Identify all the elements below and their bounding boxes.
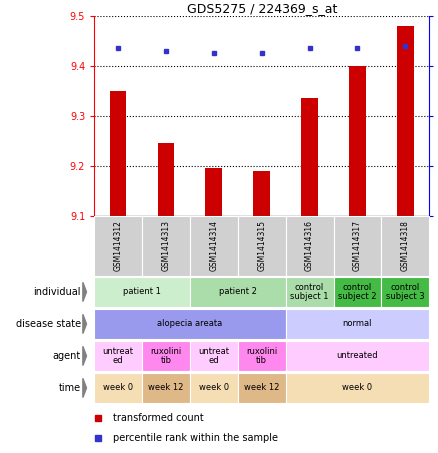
Text: GSM1414318: GSM1414318 — [401, 220, 410, 271]
Text: individual: individual — [33, 287, 81, 297]
Text: untreat
ed: untreat ed — [198, 347, 230, 365]
Text: GSM1414313: GSM1414313 — [162, 220, 170, 271]
Bar — [238, 373, 286, 403]
Text: week 12: week 12 — [244, 383, 279, 392]
Text: alopecia areata: alopecia areata — [157, 319, 223, 328]
Polygon shape — [83, 282, 86, 302]
Text: control
subject 1: control subject 1 — [290, 283, 329, 301]
Bar — [142, 341, 190, 371]
Bar — [110, 91, 127, 216]
Text: GSM1414315: GSM1414315 — [257, 220, 266, 271]
Text: week 0: week 0 — [103, 383, 133, 392]
Title: GDS5275 / 224369_s_at: GDS5275 / 224369_s_at — [187, 2, 337, 15]
Text: week 0: week 0 — [199, 383, 229, 392]
Text: untreated: untreated — [337, 352, 378, 361]
Bar — [381, 277, 429, 307]
Bar — [190, 373, 238, 403]
Bar — [286, 309, 429, 339]
Bar — [205, 169, 222, 216]
Bar — [333, 216, 381, 276]
Bar — [94, 309, 286, 339]
Text: percentile rank within the sample: percentile rank within the sample — [113, 434, 278, 443]
Bar — [190, 216, 238, 276]
Text: week 0: week 0 — [343, 383, 372, 392]
Bar — [94, 341, 142, 371]
Polygon shape — [83, 314, 86, 333]
Text: time: time — [59, 383, 81, 393]
Bar — [142, 373, 190, 403]
Polygon shape — [83, 378, 86, 398]
Bar — [142, 216, 190, 276]
Text: patient 2: patient 2 — [219, 288, 257, 296]
Bar — [286, 216, 333, 276]
Text: transformed count: transformed count — [113, 414, 203, 424]
Bar — [190, 341, 238, 371]
Text: ruxolini
tib: ruxolini tib — [150, 347, 182, 365]
Text: ruxolini
tib: ruxolini tib — [246, 347, 277, 365]
Bar — [397, 26, 413, 216]
Bar — [94, 277, 190, 307]
Bar — [158, 144, 174, 216]
Bar — [333, 277, 381, 307]
Text: week 12: week 12 — [148, 383, 184, 392]
Text: untreat
ed: untreat ed — [102, 347, 134, 365]
Text: GSM1414314: GSM1414314 — [209, 220, 218, 271]
Bar — [301, 98, 318, 216]
Bar — [286, 373, 429, 403]
Bar — [381, 216, 429, 276]
Bar — [94, 373, 142, 403]
Bar — [238, 341, 286, 371]
Text: agent: agent — [53, 351, 81, 361]
Bar — [286, 277, 333, 307]
Bar — [253, 171, 270, 216]
Text: control
subject 3: control subject 3 — [386, 283, 424, 301]
Polygon shape — [83, 347, 86, 366]
Bar — [349, 66, 366, 216]
Text: normal: normal — [343, 319, 372, 328]
Text: disease state: disease state — [16, 319, 81, 329]
Bar — [94, 216, 142, 276]
Bar — [286, 341, 429, 371]
Bar — [190, 277, 286, 307]
Bar — [238, 216, 286, 276]
Text: GSM1414316: GSM1414316 — [305, 220, 314, 271]
Text: patient 1: patient 1 — [123, 288, 161, 296]
Text: GSM1414312: GSM1414312 — [113, 220, 123, 271]
Text: control
subject 2: control subject 2 — [338, 283, 377, 301]
Text: GSM1414317: GSM1414317 — [353, 220, 362, 271]
